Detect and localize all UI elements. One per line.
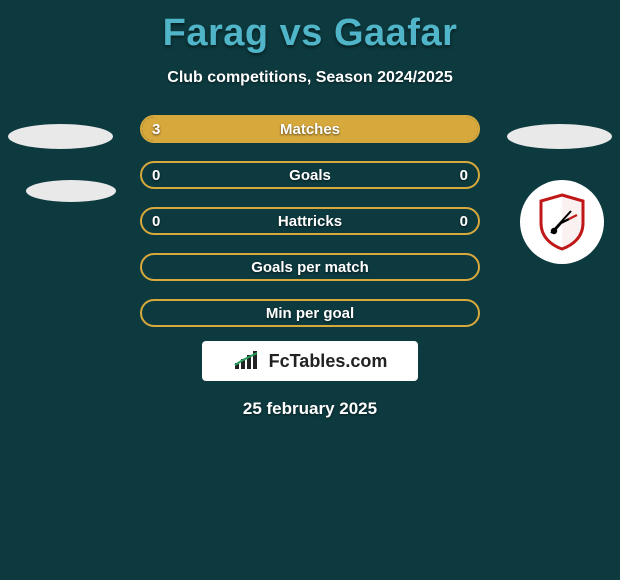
stat-label: Hattricks (278, 213, 342, 230)
stat-left-value: 0 (152, 213, 160, 230)
page-subtitle: Club competitions, Season 2024/2025 (0, 69, 620, 87)
stat-label: Goals (289, 167, 331, 184)
stat-row-hattricks: 0 Hattricks 0 (140, 207, 480, 235)
player-right-photo (507, 124, 612, 149)
stat-row-goals-per-match: Goals per match (140, 253, 480, 281)
player-left-photo (8, 124, 113, 149)
stat-label: Min per goal (266, 305, 354, 322)
stat-left-value: 0 (152, 167, 160, 184)
player-left-club-photo (26, 180, 116, 202)
stat-row-matches: 3 Matches (140, 115, 480, 143)
page-title: Farag vs Gaafar (0, 0, 620, 55)
stat-label: Matches (280, 121, 340, 138)
stat-right-value: 0 (460, 213, 468, 230)
watermark-text: FcTables.com (269, 351, 388, 372)
snapshot-date: 25 february 2025 (0, 399, 620, 419)
stat-right-value: 0 (460, 167, 468, 184)
stat-label: Goals per match (251, 259, 369, 276)
player-right-club-badge (520, 180, 604, 264)
stat-row-min-per-goal: Min per goal (140, 299, 480, 327)
stat-row-goals: 0 Goals 0 (140, 161, 480, 189)
bar-chart-icon (233, 351, 263, 371)
watermark[interactable]: FcTables.com (202, 341, 418, 381)
stat-left-value: 3 (152, 121, 160, 138)
shield-icon (537, 193, 587, 251)
